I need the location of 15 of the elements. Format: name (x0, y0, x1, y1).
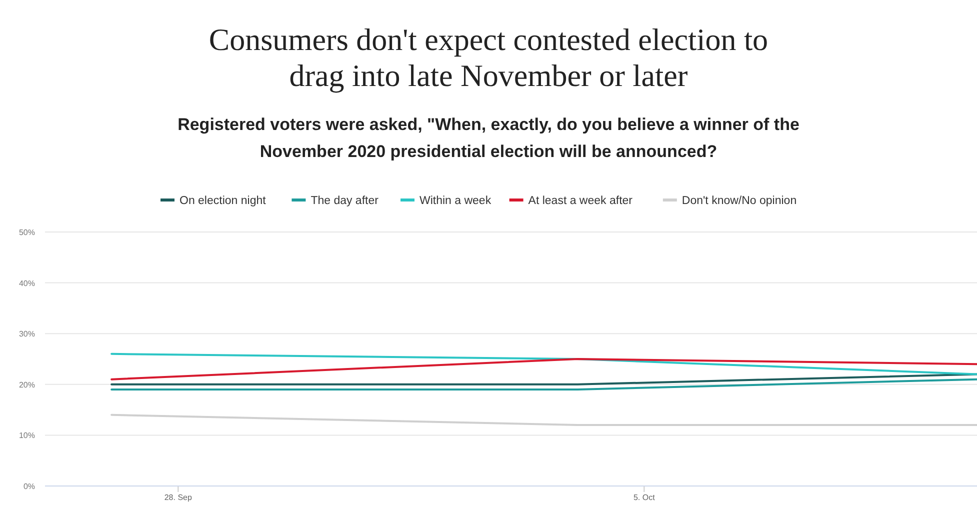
legend-label: On election night (180, 195, 267, 207)
y-tick-label: 30% (18, 330, 35, 339)
legend-label: Don't know/No opinion (682, 195, 797, 207)
x-tick-label: 28. Sep (164, 493, 192, 502)
x-tick-label: 5. Oct (633, 493, 656, 502)
legend-label: The day after (310, 195, 379, 207)
y-tick-label: 20% (18, 380, 35, 390)
y-tick-label: 10% (18, 431, 35, 440)
y-tick-label: 50% (18, 228, 35, 237)
legend-label: At least a week after (528, 195, 633, 207)
chart-title: Consumers don't expect contested election to drag into late November or later (208, 22, 768, 93)
chart-subtitle: Registered voters were asked, "When, exactly, do you believe a winner of the November 2020 presidential election will be announced? (178, 115, 800, 161)
y-tick-label: 0% (23, 482, 35, 491)
y-tick-label: 40% (18, 278, 35, 288)
legend-label: Within a week (420, 195, 492, 207)
